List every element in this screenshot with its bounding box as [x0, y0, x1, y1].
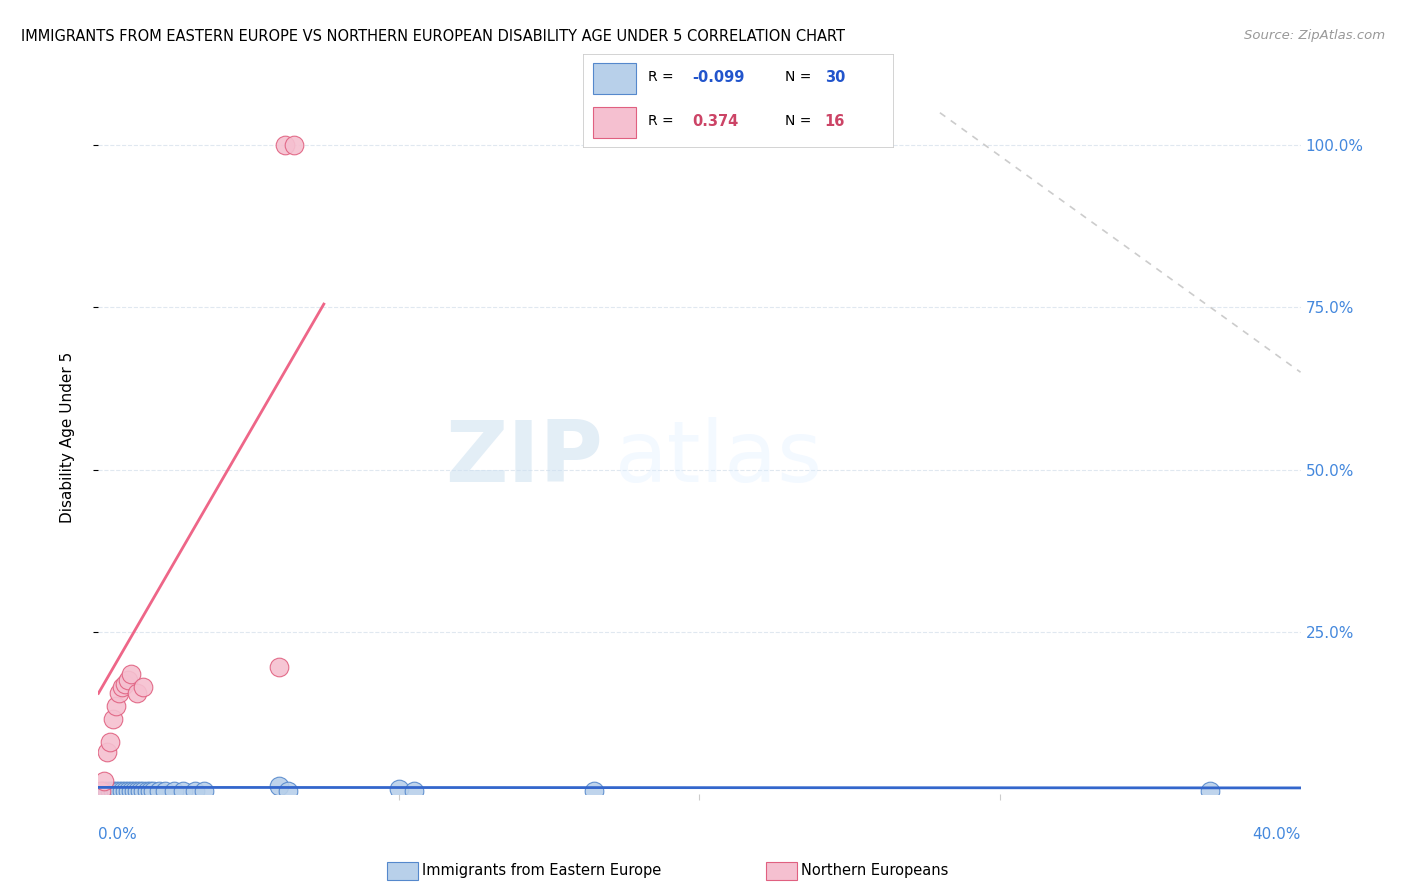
Point	[105, 699, 128, 714]
Point	[402, 783, 425, 797]
Text: atlas: atlas	[616, 417, 824, 500]
Text: 40.0%: 40.0%	[1253, 827, 1301, 841]
Point	[277, 783, 299, 797]
Point	[100, 783, 122, 797]
Text: 0.374: 0.374	[692, 114, 738, 129]
Point	[114, 783, 136, 797]
Point	[172, 783, 194, 797]
Text: Source: ZipAtlas.com: Source: ZipAtlas.com	[1244, 29, 1385, 42]
Point	[138, 783, 160, 797]
Text: Immigrants from Eastern Europe: Immigrants from Eastern Europe	[422, 863, 661, 878]
Text: ZIP: ZIP	[446, 417, 603, 500]
Point	[127, 686, 149, 700]
Point	[1199, 783, 1222, 797]
Point	[148, 783, 170, 797]
Text: Northern Europeans: Northern Europeans	[801, 863, 949, 878]
Point	[108, 686, 131, 700]
Point	[135, 783, 157, 797]
Point	[121, 666, 143, 681]
Point	[274, 138, 297, 153]
Point	[103, 783, 125, 797]
Point	[103, 712, 125, 726]
Point	[117, 673, 139, 688]
Point	[90, 783, 112, 797]
Point	[105, 783, 128, 797]
Text: N =: N =	[785, 70, 815, 85]
Point	[132, 783, 155, 797]
Point	[121, 783, 143, 797]
Point	[108, 783, 131, 797]
Bar	[593, 107, 636, 138]
Text: 16: 16	[825, 114, 845, 129]
Point	[100, 735, 122, 749]
Point	[583, 783, 606, 797]
Point	[111, 680, 134, 694]
Point	[153, 783, 176, 797]
Point	[162, 783, 184, 797]
Point	[141, 783, 163, 797]
Point	[127, 783, 149, 797]
Point	[90, 783, 112, 797]
Point	[129, 783, 152, 797]
Point	[96, 783, 118, 797]
Point	[93, 783, 115, 797]
Point	[124, 783, 146, 797]
Text: -0.099: -0.099	[692, 70, 744, 85]
Point	[283, 138, 305, 153]
Point	[93, 773, 115, 788]
Text: 0.0%: 0.0%	[98, 827, 138, 841]
Point	[132, 680, 155, 694]
Point	[114, 676, 136, 690]
Text: R =: R =	[648, 70, 679, 85]
Point	[267, 660, 290, 674]
Point	[388, 781, 411, 796]
Point	[117, 783, 139, 797]
Point	[193, 783, 215, 797]
Y-axis label: Disability Age Under 5: Disability Age Under 5	[60, 351, 75, 523]
Point	[183, 783, 205, 797]
Point	[111, 783, 134, 797]
Text: 30: 30	[825, 70, 845, 85]
Bar	[593, 63, 636, 94]
Point	[96, 745, 118, 759]
Text: N =: N =	[785, 114, 815, 128]
Text: R =: R =	[648, 114, 683, 128]
Point	[267, 779, 290, 793]
Text: IMMIGRANTS FROM EASTERN EUROPE VS NORTHERN EUROPEAN DISABILITY AGE UNDER 5 CORRE: IMMIGRANTS FROM EASTERN EUROPE VS NORTHE…	[21, 29, 845, 44]
